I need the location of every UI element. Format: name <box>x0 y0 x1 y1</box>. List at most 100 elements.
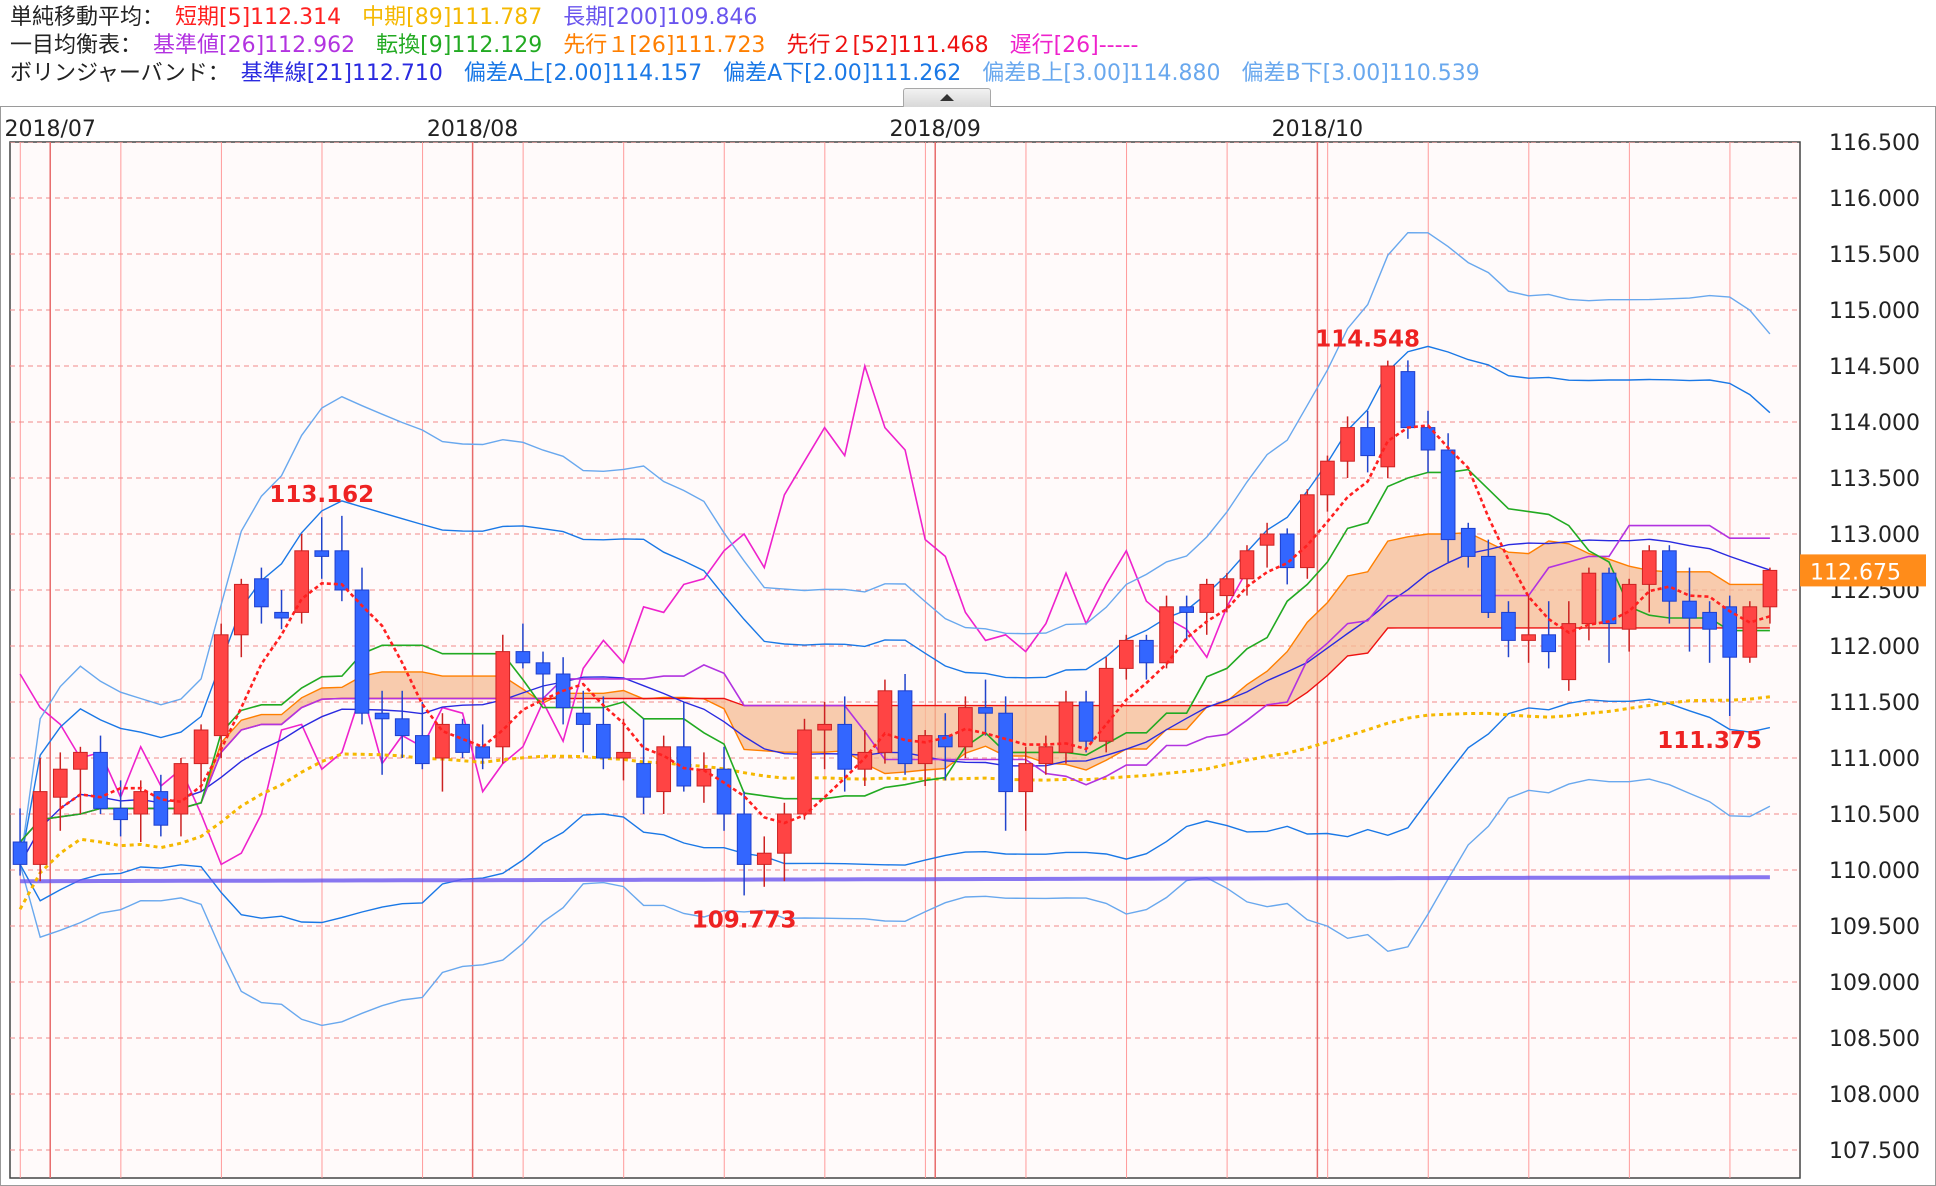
y-tick-label: 108.500 <box>1829 1027 1920 1052</box>
candle-body <box>1098 667 1114 742</box>
candle-body <box>173 763 189 815</box>
bollinger-a-lower-value: 偏差A下[2.00]111.262 <box>723 61 962 86</box>
candle-body <box>1722 606 1738 658</box>
x-month-label: 2018/10 <box>1272 117 1363 142</box>
candle-body <box>495 651 511 748</box>
y-tick-label: 110.500 <box>1829 803 1920 828</box>
candle-body <box>937 735 953 748</box>
extreme-price-label: 109.773 <box>692 907 797 933</box>
extreme-price-label: 113.162 <box>269 482 374 508</box>
price-chart[interactable]: 2018/07 2018/08 2018/09 2018/10 113.162 109.7… <box>0 106 1936 1186</box>
ichimoku-base-line <box>19 524 1770 843</box>
ichimoku-cloud <box>20 532 1770 842</box>
bollinger-b-lower-value: 偏差B下[3.00]110.539 <box>1241 61 1480 86</box>
candle-body <box>1118 639 1134 669</box>
y-tick-label: 107.500 <box>1829 1139 1920 1164</box>
candle-body <box>1340 427 1355 462</box>
y-tick-label: 114.000 <box>1829 411 1920 436</box>
candle-body <box>435 723 450 759</box>
candle-body <box>676 746 692 787</box>
candle-body <box>1199 583 1215 613</box>
ichimoku-base-value: 基準値[26]112.962 <box>153 33 356 58</box>
candle-body <box>756 852 772 865</box>
candle-body <box>274 611 289 619</box>
y-tick-label: 113.000 <box>1829 523 1920 548</box>
candle-body <box>797 729 812 815</box>
candle-body <box>1078 701 1094 742</box>
candle-body <box>1018 763 1034 793</box>
bollinger-mid-value: 基準線[21]112.710 <box>240 61 443 86</box>
y-tick-label: 113.500 <box>1829 467 1920 492</box>
sma-legend-row: 単純移動平均： 短期[5]112.314 中期[89]111.787 長期[20… <box>10 4 771 31</box>
candle-body <box>1521 634 1536 641</box>
ichimoku-conversion-line <box>19 468 1770 843</box>
candle-body <box>1762 569 1778 608</box>
candle-body <box>716 768 732 815</box>
sma-mid-line <box>18 695 1771 910</box>
ichimoku-legend-label: 一目均衡表： <box>10 33 143 58</box>
candle-body <box>193 729 209 765</box>
y-tick-label: 108.000 <box>1829 1083 1920 1108</box>
current-price-box <box>1800 554 1926 587</box>
candle-body <box>917 735 933 765</box>
candle-body <box>978 707 993 714</box>
sma-mid-value: 中期[89]111.787 <box>362 5 543 30</box>
current-price-label: 112.675 <box>1810 560 1901 585</box>
sma-long-value: 長期[200]109.846 <box>563 5 758 30</box>
bollinger-legend-row: ボリンジャーバンド： 基準線[21]112.710 偏差A上[2.00]114.… <box>10 60 1494 87</box>
candle-body <box>1641 550 1657 585</box>
candle-body <box>1440 449 1456 541</box>
sma-legend-label: 単純移動平均： <box>10 5 165 30</box>
candle-body <box>1742 606 1758 658</box>
ichimoku-span1-value: 先行１[26]111.723 <box>563 33 766 58</box>
extreme-price-label: 114.548 <box>1315 327 1420 353</box>
lagging-span-line <box>19 362 1248 866</box>
candle-body <box>777 813 792 854</box>
candle-body <box>153 791 169 826</box>
candle-body <box>294 550 309 613</box>
candle-body <box>213 634 229 737</box>
candle-body <box>535 662 551 675</box>
bollinger-b-lower-line <box>19 778 1771 1027</box>
y-tick-label: 112.000 <box>1829 635 1920 660</box>
candle-body <box>1501 611 1516 641</box>
bollinger-legend-label: ボリンジャーバンド： <box>10 61 230 86</box>
x-month-label: 2018/09 <box>890 117 981 142</box>
candle-body <box>1682 600 1697 619</box>
ichimoku-conversion-value: 転換[9]112.129 <box>376 33 543 58</box>
plot-layer <box>10 142 1800 1178</box>
candle-body <box>1400 371 1416 429</box>
candle-body <box>1360 427 1376 457</box>
candle-body <box>1279 533 1295 569</box>
x-month-label: 2018/07 <box>5 117 96 142</box>
candle-body <box>1662 550 1677 602</box>
candle-body <box>32 791 48 865</box>
candle-body <box>857 751 873 770</box>
candle-body <box>1299 494 1315 569</box>
candle-body <box>1058 701 1074 753</box>
candle-body <box>1420 427 1436 451</box>
sma-long-line <box>20 875 1770 884</box>
candle-body <box>575 712 591 725</box>
candle-body <box>1239 550 1255 580</box>
candle-body <box>1702 611 1717 630</box>
candle-body <box>1601 572 1617 625</box>
candle-body <box>12 841 28 865</box>
sma-short-line <box>59 424 1771 825</box>
collapse-legend-button[interactable] <box>903 88 991 107</box>
candle-body <box>1460 527 1476 557</box>
candle-body <box>93 751 108 809</box>
candle-body <box>515 651 531 664</box>
x-month-label: 2018/08 <box>427 117 518 142</box>
candle-body <box>1139 639 1154 664</box>
candle-body <box>1219 578 1235 597</box>
y-tick-label: 114.500 <box>1829 355 1920 380</box>
candle-body <box>897 690 913 765</box>
extreme-price-label: 111.375 <box>1657 728 1762 754</box>
candle-body <box>394 718 410 737</box>
candle-body <box>616 751 631 759</box>
candle-body <box>1581 572 1597 625</box>
bollinger-a-upper-value: 偏差A上[2.00]114.157 <box>463 61 703 86</box>
candle-body <box>837 723 853 770</box>
bollinger-a-upper-line <box>19 345 1771 865</box>
